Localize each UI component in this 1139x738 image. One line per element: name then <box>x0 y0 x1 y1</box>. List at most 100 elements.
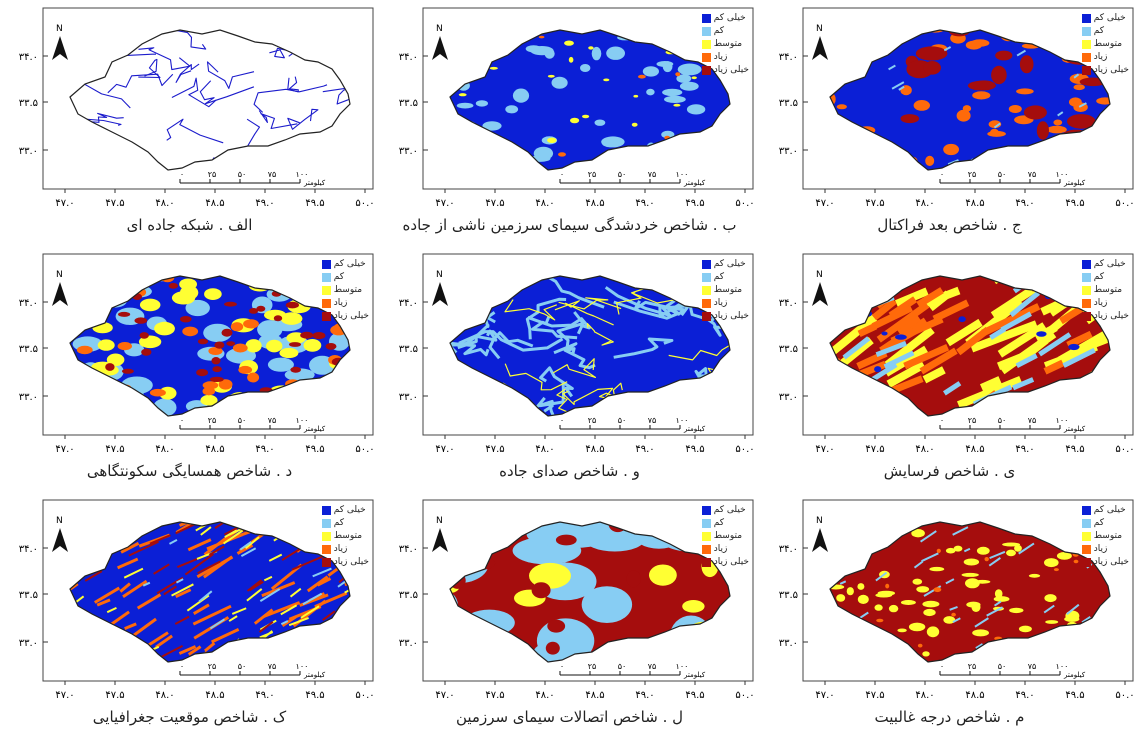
map-patch <box>1051 649 1063 658</box>
map-streak <box>821 259 859 290</box>
scale-label: ۷۵ <box>1028 662 1037 671</box>
north-label: N <box>56 24 63 34</box>
map-streak <box>58 579 69 588</box>
map-streak <box>829 514 836 520</box>
y-tick-label: ۳۳.۰ <box>399 392 418 403</box>
map-patch <box>837 104 847 109</box>
map-patch <box>885 584 889 589</box>
map-patch <box>922 651 929 656</box>
legend-item: خیلی زیاد <box>702 556 749 569</box>
map-patch <box>532 582 551 598</box>
x-tick-label: ۴۹.۵ <box>685 444 704 455</box>
map-patch <box>1044 558 1059 567</box>
map-patch <box>831 616 837 619</box>
legend-swatch <box>702 286 711 295</box>
x-tick-label: ۴۸.۰ <box>535 690 554 701</box>
y-tick-label: ۳۳.۵ <box>399 344 418 355</box>
map-patch <box>889 605 898 612</box>
north-label: N <box>816 516 823 526</box>
legend-swatch <box>702 53 711 62</box>
legend-swatch <box>1082 312 1091 321</box>
x-tick-label: ۴۹.۵ <box>685 690 704 701</box>
legend-label: زیاد <box>714 297 728 310</box>
map-patch <box>1067 622 1078 631</box>
map-patch <box>111 395 140 408</box>
map-raster <box>804 19 1120 178</box>
map-patch <box>317 378 331 388</box>
x-tick-label: ۵۰.۰ <box>1115 690 1134 701</box>
x-tick-label: ۴۸.۰ <box>915 690 934 701</box>
map-streak <box>104 534 113 541</box>
map-patch <box>1096 162 1114 174</box>
x-tick-label: ۴۷.۰ <box>435 198 454 209</box>
map-patch <box>300 332 313 339</box>
legend-label: خیلی زیاد <box>334 556 369 569</box>
map-patch <box>226 341 235 346</box>
map-patch <box>90 301 106 310</box>
map-streak <box>288 507 302 518</box>
map-streak <box>73 527 82 532</box>
map-patch <box>828 42 857 60</box>
legend-swatch <box>1082 273 1091 282</box>
map-streak <box>830 137 841 143</box>
map-patch <box>71 401 95 417</box>
map-streak <box>57 554 77 568</box>
legend-swatch <box>1082 545 1091 554</box>
map-patch <box>1065 636 1080 645</box>
legend-item: زیاد <box>322 297 369 310</box>
map-patch <box>826 26 852 45</box>
x-tick-label: ۴۷.۰ <box>55 198 74 209</box>
scale-label: ۷۵ <box>648 170 657 179</box>
x-tick-label: ۴۷.۵ <box>105 690 124 701</box>
map-patch <box>646 89 654 96</box>
y-tick-label: ۳۴.۰ <box>399 544 418 555</box>
map-patch <box>89 288 111 301</box>
north-arrow-icon: N <box>812 24 828 60</box>
legend-item: متوسط <box>1082 284 1129 297</box>
north-label: N <box>816 270 823 280</box>
map-patch <box>1068 344 1079 350</box>
map-patch <box>1096 121 1120 129</box>
legend-item: زیاد <box>702 51 749 64</box>
map-patch <box>1009 608 1023 613</box>
map-patch <box>682 600 704 613</box>
map-patch <box>926 27 944 33</box>
scale-label: ۷۵ <box>1028 416 1037 425</box>
map-streak <box>867 515 875 522</box>
map-fill <box>430 268 740 423</box>
north-arrow-icon: N <box>812 270 828 306</box>
map-patch <box>313 332 326 339</box>
map-patch <box>1009 105 1022 113</box>
legend-swatch <box>1082 506 1091 515</box>
x-tick-label: ۴۸.۵ <box>205 444 224 455</box>
map-line <box>667 382 724 397</box>
map-patch <box>103 293 127 307</box>
map-patch <box>878 32 891 44</box>
map-patch <box>182 327 198 337</box>
map-patch <box>154 322 175 336</box>
map-patch <box>1037 121 1049 139</box>
map-patch <box>653 506 690 530</box>
map-patch <box>638 75 646 79</box>
map-patch <box>990 129 998 135</box>
map-patch <box>130 268 138 275</box>
map-patch <box>1002 543 1020 547</box>
legend-item: متوسط <box>702 284 749 297</box>
legend-item: کم <box>1082 271 1129 284</box>
legend-swatch <box>1082 558 1091 567</box>
map-patch <box>282 397 294 407</box>
north-arrow-icon: N <box>432 24 448 60</box>
map-patch <box>838 641 854 649</box>
legend-item: خیلی کم <box>702 258 749 271</box>
y-tick-label: ۳۴.۰ <box>779 544 798 555</box>
map-patch <box>847 587 854 595</box>
scale-label: ۱۰۰ <box>1056 416 1069 425</box>
